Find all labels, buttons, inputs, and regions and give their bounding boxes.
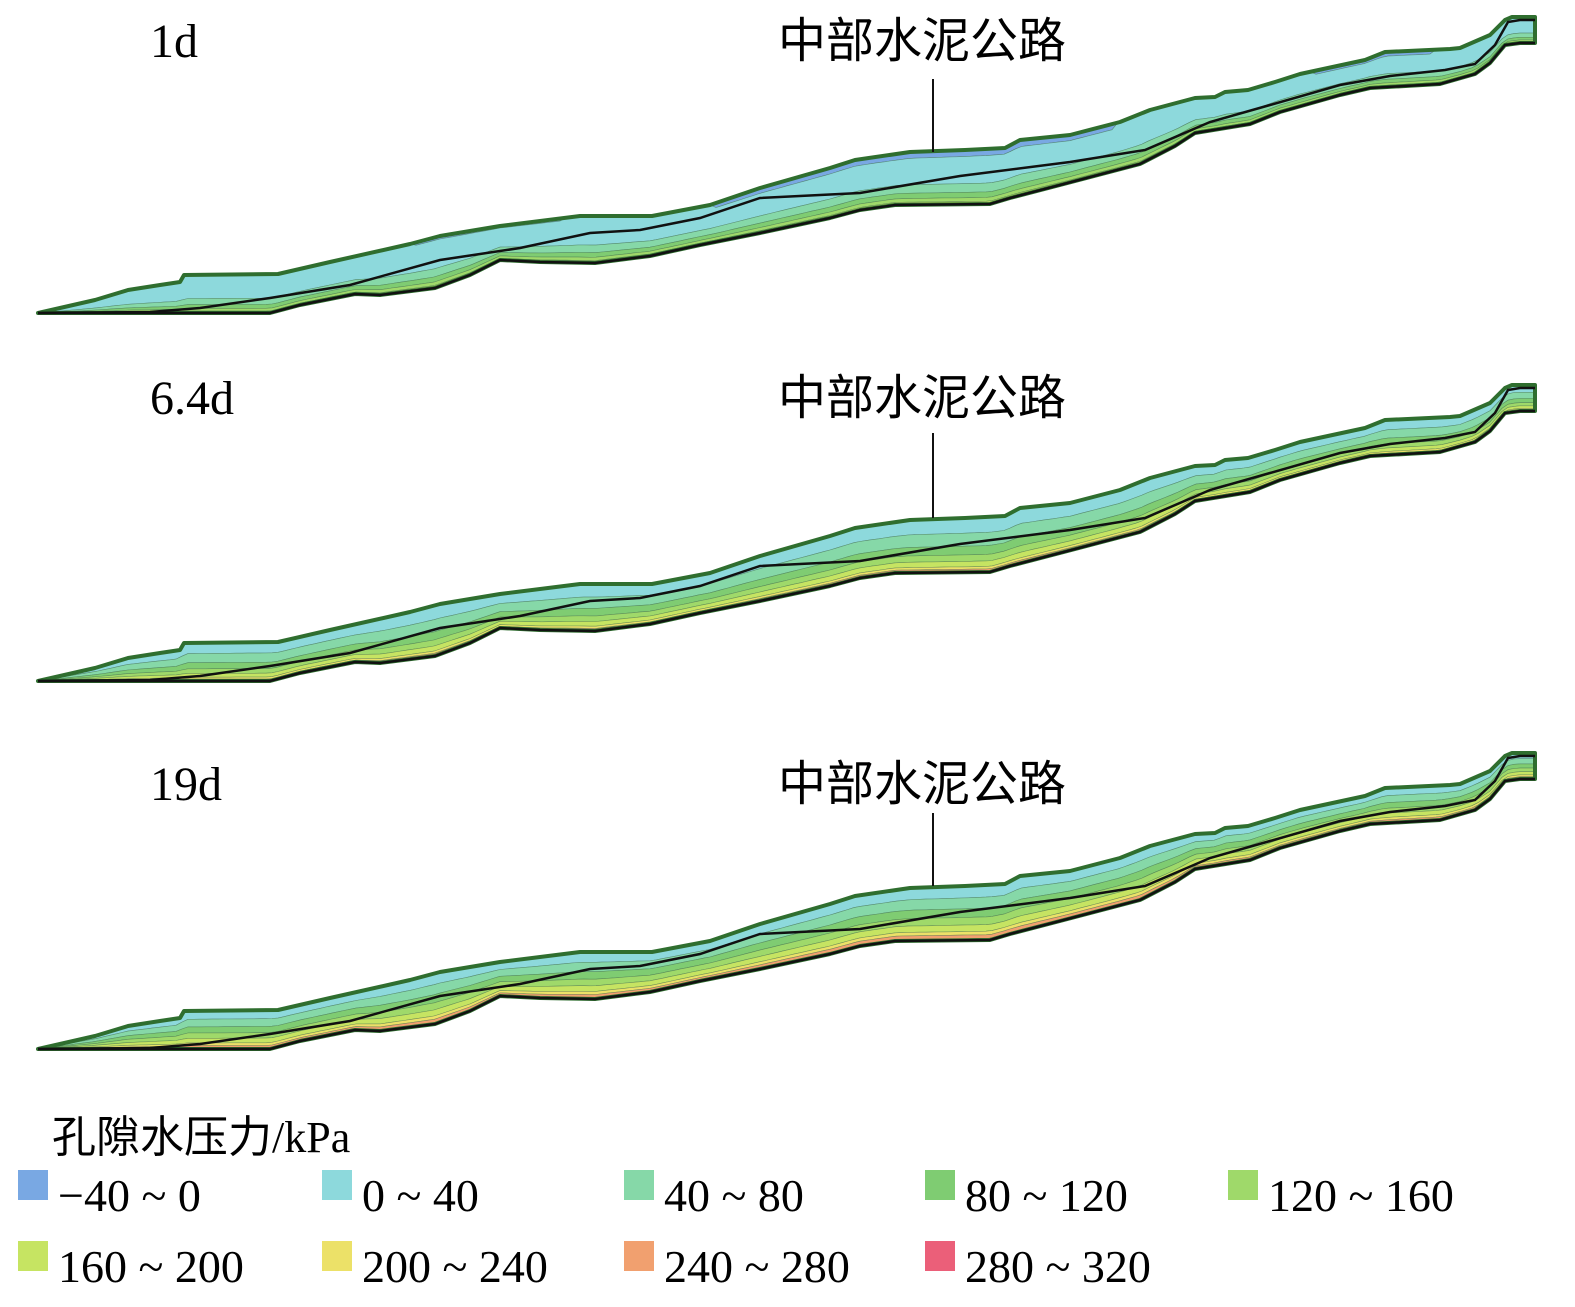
road-label: 中部水泥公路: [778, 15, 1066, 68]
time-label: 19d: [150, 758, 222, 811]
legend-swatch: [1228, 1170, 1258, 1200]
legend-swatch: [322, 1241, 352, 1271]
time-label: 1d: [150, 15, 198, 68]
legend-item: 120 ~ 160: [1228, 1170, 1454, 1221]
time-label: 6.4d: [150, 372, 234, 425]
panel-6.4d: 6.4d 中部水泥公路: [36, 372, 1537, 683]
panel-1d: 1d 中部水泥公路: [36, 15, 1537, 315]
legend-swatch: [18, 1241, 48, 1271]
phreatic-line: [37, 754, 1535, 1051]
legend-items: −40 ~ 0 0 ~ 40 40 ~ 80 80 ~ 120 120 ~ 160 160…: [18, 1170, 1454, 1292]
legend-swatch: [925, 1170, 955, 1200]
legend-item: −40 ~ 0: [18, 1170, 201, 1221]
pressure-band-2: [37, 391, 1536, 682]
bedrock-line: [38, 41, 1535, 315]
road-label: 中部水泥公路: [778, 372, 1066, 425]
road-label: 中部水泥公路: [778, 758, 1066, 811]
legend-title: 孔隙水压力/kPa: [52, 1113, 350, 1162]
legend-swatch: [18, 1170, 48, 1200]
legend-label: 240 ~ 280: [664, 1241, 850, 1292]
slope-section: [36, 751, 1537, 1051]
legend-item: 160 ~ 200: [18, 1241, 244, 1292]
legend-label: 80 ~ 120: [965, 1170, 1128, 1221]
legend-label: 0 ~ 40: [362, 1170, 479, 1221]
bedrock-line: [38, 409, 1535, 683]
legend-swatch: [624, 1170, 654, 1200]
legend-item: 80 ~ 120: [925, 1170, 1128, 1221]
legend-item: 200 ~ 240: [322, 1241, 548, 1292]
slope-section: [36, 15, 1537, 315]
pressure-band-0: [37, 384, 1535, 682]
legend-item: 0 ~ 40: [322, 1170, 479, 1221]
bedrock-line: [38, 777, 1535, 1051]
phreatic-line: [37, 386, 1535, 683]
panel-19d: 19d 中部水泥公路: [36, 751, 1537, 1051]
slope-section: [36, 383, 1537, 683]
legend-item: 240 ~ 280: [624, 1241, 850, 1292]
legend-item: 280 ~ 320: [925, 1241, 1151, 1292]
phreatic-line: [37, 18, 1535, 315]
legend-label: 40 ~ 80: [664, 1170, 804, 1221]
legend: 孔隙水压力/kPa −40 ~ 0 0 ~ 40 40 ~ 80 80 ~ 120 12…: [18, 1113, 1454, 1292]
legend-swatch: [925, 1241, 955, 1271]
legend-label: 160 ~ 200: [58, 1241, 244, 1292]
legend-label: 120 ~ 160: [1268, 1170, 1454, 1221]
legend-label: −40 ~ 0: [58, 1170, 201, 1221]
legend-label: 200 ~ 240: [362, 1241, 548, 1292]
legend-item: 40 ~ 80: [624, 1170, 804, 1221]
legend-swatch: [624, 1241, 654, 1271]
legend-label: 280 ~ 320: [965, 1241, 1151, 1292]
slope-outline: [36, 383, 1537, 683]
pressure-band-1: [37, 384, 1536, 682]
legend-swatch: [322, 1170, 352, 1200]
